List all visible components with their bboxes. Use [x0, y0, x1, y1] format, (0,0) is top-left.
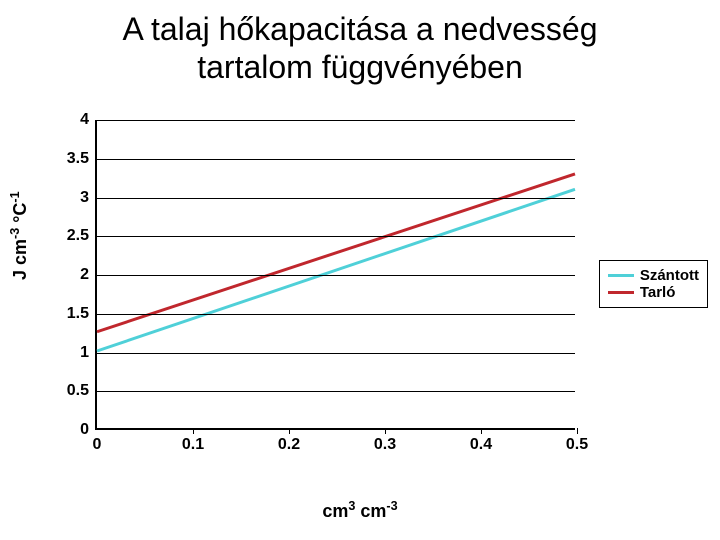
gridline-h — [97, 353, 575, 354]
y-tick-label: 3 — [80, 189, 89, 207]
x-tick-label: 0.3 — [374, 436, 396, 454]
gridline-h — [97, 275, 575, 276]
x-tick-mark — [385, 428, 386, 434]
x-axis-label: cm3 cm-3 — [0, 499, 720, 522]
gridline-h — [97, 314, 575, 315]
x-tick-label: 0.2 — [278, 436, 300, 454]
x-tick-mark — [481, 428, 482, 434]
y-tick-label: 4 — [80, 111, 89, 129]
y-tick-label: 1 — [80, 344, 89, 362]
y-tick-label: 2.5 — [67, 227, 89, 245]
gridline-h — [97, 236, 575, 237]
x-tick-mark — [577, 428, 578, 434]
gridline-h — [97, 391, 575, 392]
chart-title: A talaj hőkapacitása a nedvesség tartalo… — [0, 0, 720, 87]
y-axis-label: J cm-3 °C-1 — [8, 191, 31, 280]
x-tick-mark — [289, 428, 290, 434]
legend-item: Tarló — [608, 284, 699, 301]
gridline-h — [97, 159, 575, 160]
title-line-2: tartalom függvényében — [197, 49, 523, 85]
legend: SzántottTarló — [599, 260, 708, 308]
legend-label: Szántott — [640, 267, 699, 284]
x-tick-label: 0.5 — [566, 436, 588, 454]
chart-lines-svg — [97, 120, 575, 428]
gridline-h — [97, 120, 575, 121]
series-line — [97, 189, 575, 351]
legend-swatch — [608, 291, 634, 294]
plot-area: 00.511.522.533.5400.10.20.30.40.5 — [95, 120, 575, 430]
y-tick-label: 0.5 — [67, 382, 89, 400]
y-tick-label: 3.5 — [67, 150, 89, 168]
y-tick-label: 1.5 — [67, 305, 89, 323]
y-tick-label: 0 — [80, 421, 89, 439]
legend-label: Tarló — [640, 284, 676, 301]
chart-container: J cm-3 °C-1 00.511.522.533.5400.10.20.30… — [0, 110, 720, 530]
x-tick-label: 0.4 — [470, 436, 492, 454]
title-line-1: A talaj hőkapacitása a nedvesség — [123, 11, 598, 47]
legend-item: Szántott — [608, 267, 699, 284]
gridline-h — [97, 198, 575, 199]
x-tick-label: 0 — [93, 436, 102, 454]
x-tick-mark — [193, 428, 194, 434]
legend-swatch — [608, 274, 634, 277]
y-tick-label: 2 — [80, 266, 89, 284]
x-tick-label: 0.1 — [182, 436, 204, 454]
